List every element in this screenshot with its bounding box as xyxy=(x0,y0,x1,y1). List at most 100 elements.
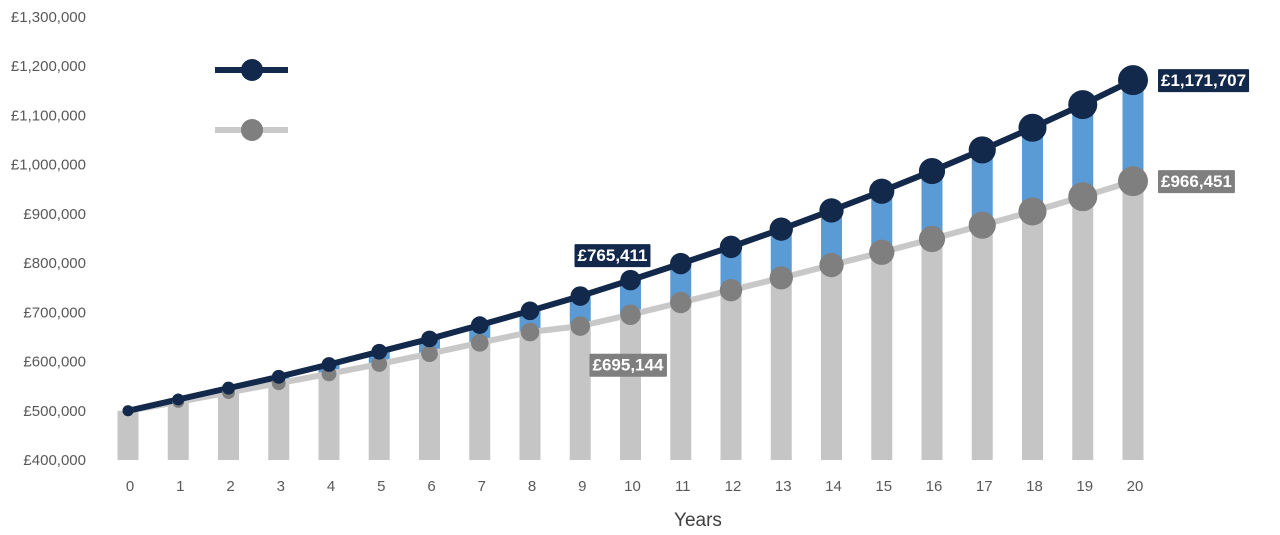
x-tick-label: 9 xyxy=(578,478,586,495)
value-callout-box xyxy=(1158,170,1235,194)
legend xyxy=(215,59,288,141)
value-callout: £1,171,707 xyxy=(1158,69,1250,93)
series-2-point-18 xyxy=(1018,197,1047,226)
x-tick-label: 20 xyxy=(1127,478,1144,495)
series-1-point-10 xyxy=(620,269,641,291)
y-tick-label: £500,000 xyxy=(23,403,86,420)
bar-11 xyxy=(670,302,692,460)
bar-9 xyxy=(569,326,591,460)
bar-14 xyxy=(821,265,842,460)
y-tick-label: £800,000 xyxy=(23,255,86,272)
y-tick-label: £700,000 xyxy=(23,304,86,321)
x-tick-label: 18 xyxy=(1026,478,1043,495)
y-axis: £400,000 £500,000 £600,000 £700,000 £800,000… xyxy=(11,9,86,469)
x-tick-label: 15 xyxy=(875,478,892,495)
x-tick-label: 5 xyxy=(377,478,385,495)
y-tick-label: £1,100,000 xyxy=(11,107,86,124)
x-tick-label: 19 xyxy=(1076,478,1093,495)
series-1-point-15 xyxy=(869,178,895,204)
difference-bar-14 xyxy=(821,210,842,266)
x-tick-label: 10 xyxy=(624,478,641,495)
series-2-point-20 xyxy=(1118,166,1148,197)
x-tick-label: 17 xyxy=(976,478,993,495)
series-1-point-13 xyxy=(769,217,793,241)
bar-17 xyxy=(971,225,993,460)
value-callout-label: £765,411 xyxy=(578,246,648,265)
y-tick-label: £1,000,000 xyxy=(11,157,86,174)
bar-3 xyxy=(268,383,290,460)
series-2-point-12 xyxy=(719,278,743,302)
x-tick-label: 3 xyxy=(277,478,285,495)
series-1-point-16 xyxy=(918,157,946,185)
series-1-point-17 xyxy=(968,136,996,164)
x-tick-label: 16 xyxy=(926,478,943,495)
value-callout: £695,144 xyxy=(589,353,667,377)
bars-layer xyxy=(117,181,1144,460)
bar-8 xyxy=(519,332,541,460)
series-2-point-14 xyxy=(819,252,844,278)
y-tick-label: £600,000 xyxy=(23,354,86,371)
series-1-point-0 xyxy=(122,405,134,417)
bar-16 xyxy=(921,238,943,460)
x-tick-label: 14 xyxy=(825,478,842,495)
bar-20 xyxy=(1122,181,1144,460)
series-2-point-13 xyxy=(769,266,793,290)
value-callout-box xyxy=(1158,69,1250,93)
points-layer xyxy=(122,65,1148,417)
x-tick-label: 13 xyxy=(775,478,792,495)
bar-19 xyxy=(1072,196,1094,460)
value-callout-box xyxy=(589,353,667,377)
bar-15 xyxy=(871,252,893,460)
bar-12 xyxy=(720,290,742,460)
series-1-point-5 xyxy=(371,343,388,360)
series-2-point-15 xyxy=(869,239,895,265)
bar-4 xyxy=(318,373,340,460)
series-1-point-20 xyxy=(1118,65,1148,96)
value-callout-label: £1,171,707 xyxy=(1161,71,1246,90)
series-2-point-6 xyxy=(421,345,438,363)
bar-7 xyxy=(469,342,491,460)
callouts-layer: £765,411 £695,144 £1,171,707 £966,451 xyxy=(574,69,1250,377)
series-2-point-16 xyxy=(918,225,946,253)
x-tick-label: 7 xyxy=(478,478,486,495)
x-tick-label: 2 xyxy=(226,478,234,495)
series-2-point-5 xyxy=(371,356,388,372)
value-callout: £765,411 xyxy=(574,244,651,268)
series-2-point-8 xyxy=(520,322,540,342)
bar-1 xyxy=(167,401,189,460)
difference-bar-17 xyxy=(971,149,993,226)
x-tick-label: 0 xyxy=(126,478,134,495)
bar-2 xyxy=(218,392,239,460)
series-2-point-17 xyxy=(968,211,996,239)
series-2-point-9 xyxy=(570,316,591,336)
series-1-point-1 xyxy=(172,393,185,406)
x-tick-label: 11 xyxy=(675,478,691,495)
difference-bar-20 xyxy=(1122,80,1144,182)
bar-6 xyxy=(419,353,440,460)
difference-bar-15 xyxy=(871,191,893,253)
difference-layer xyxy=(167,80,1144,402)
series-1-point-11 xyxy=(670,252,692,275)
y-tick-label: £1,200,000 xyxy=(11,58,86,75)
series-1-point-2 xyxy=(222,381,235,395)
difference-bar-11 xyxy=(670,263,692,303)
series-1-point-3 xyxy=(271,369,286,384)
x-axis-label: Years xyxy=(674,510,722,531)
bar-0 xyxy=(117,410,139,460)
x-tick-label: 12 xyxy=(725,478,742,495)
x-tick-label: 1 xyxy=(176,478,184,495)
series-1-point-9 xyxy=(570,286,591,306)
series-1-point-4 xyxy=(321,357,337,372)
bar-5 xyxy=(368,364,390,460)
series-2-point-11 xyxy=(670,291,692,314)
difference-bar-16 xyxy=(921,171,943,239)
series-1-point-19 xyxy=(1068,90,1098,120)
difference-bar-19 xyxy=(1072,104,1094,197)
y-tick-label: £400,000 xyxy=(23,452,86,469)
x-tick-label: 6 xyxy=(427,478,435,495)
bar-18 xyxy=(1022,211,1043,460)
difference-bar-13 xyxy=(770,229,792,278)
y-tick-label: £1,300,000 xyxy=(11,9,86,26)
value-callout-label: £966,451 xyxy=(1161,172,1232,191)
